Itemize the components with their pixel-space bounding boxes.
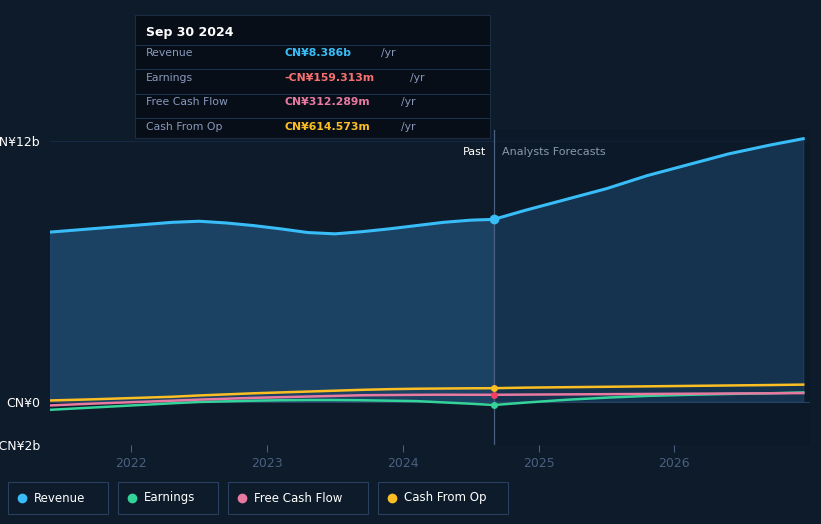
- Text: CN¥614.573m: CN¥614.573m: [284, 122, 369, 132]
- Text: Cash From Op: Cash From Op: [404, 492, 487, 505]
- Text: /yr: /yr: [401, 97, 415, 107]
- Text: /yr: /yr: [401, 122, 415, 132]
- Text: Earnings: Earnings: [144, 492, 195, 505]
- Text: Revenue: Revenue: [34, 492, 85, 505]
- Text: /yr: /yr: [410, 73, 425, 83]
- Text: Cash From Op: Cash From Op: [145, 122, 222, 132]
- Text: -CN¥159.313m: -CN¥159.313m: [284, 73, 374, 83]
- Text: Analysts Forecasts: Analysts Forecasts: [502, 147, 606, 157]
- Text: Past: Past: [462, 147, 486, 157]
- Text: /yr: /yr: [381, 48, 395, 58]
- Text: Revenue: Revenue: [145, 48, 193, 58]
- Text: Free Cash Flow: Free Cash Flow: [254, 492, 342, 505]
- Text: Earnings: Earnings: [145, 73, 193, 83]
- Text: Free Cash Flow: Free Cash Flow: [145, 97, 227, 107]
- Text: CN¥8.386b: CN¥8.386b: [284, 48, 351, 58]
- Bar: [493, 130, 810, 445]
- Text: CN¥312.289m: CN¥312.289m: [284, 97, 369, 107]
- Text: Sep 30 2024: Sep 30 2024: [145, 26, 233, 39]
